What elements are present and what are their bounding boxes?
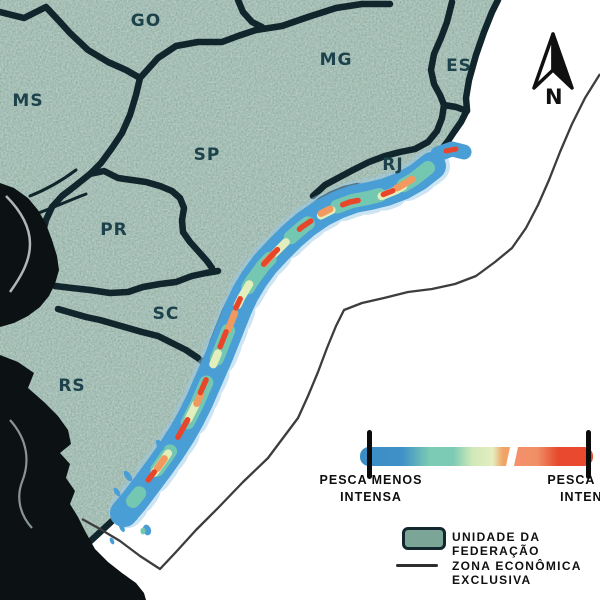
- border-river-line-2: [34, 192, 88, 216]
- state-label-rj: RJ: [382, 155, 403, 175]
- state-label-go: GO: [131, 11, 161, 31]
- state-label-pr: PR: [100, 220, 128, 240]
- neighbor-country-south: [0, 355, 146, 600]
- neighbor-country-south-inner-line: [9, 419, 33, 529]
- intensity-label-low: PESCA MENOS INTENSA: [301, 472, 441, 506]
- border-es-south: [440, 101, 471, 115]
- zee-line: [81, 73, 600, 571]
- intensity-label-low-line2: INTENSA: [340, 490, 402, 504]
- federation-unit-swatch: [402, 527, 446, 550]
- state-label-ms: MS: [12, 91, 43, 111]
- band-speck-teal: [140, 527, 146, 535]
- gradient-gap: [505, 445, 519, 468]
- state-label-es: ES: [446, 56, 472, 76]
- border-ms-south: [39, 170, 94, 236]
- border-ms-go: [0, 3, 144, 82]
- intensity-label-high-line1: PESCA MAIS: [547, 473, 600, 487]
- zee-label: ZONA ECONÔMICA EXCLUSIVA: [452, 559, 582, 587]
- border-ms-sp: [86, 74, 144, 178]
- state-label-sp: SP: [194, 145, 221, 165]
- intensity-gradient-bar: [360, 445, 593, 468]
- compass-north-label: N: [545, 85, 563, 109]
- state-label-mg: MG: [320, 50, 353, 70]
- band-rj-east-core: [443, 146, 459, 154]
- north-arrow-icon-right: [551, 32, 574, 90]
- band-high: [140, 166, 429, 490]
- state-labels: GO MS MG ES SP RJ PR SC RS: [12, 11, 472, 396]
- gradient-tick-left: [367, 430, 372, 479]
- intensity-label-high: PESCA MAIS INTENSA: [521, 472, 600, 506]
- gradient-tick-right: [586, 430, 591, 479]
- intensity-label-high-line2: INTENSA: [560, 490, 600, 504]
- band-mid-low: [126, 161, 435, 508]
- border-sc-rs: [54, 305, 211, 370]
- fishing-intensity-band: [106, 141, 472, 545]
- border-pr-sc: [51, 267, 222, 297]
- federation-unit-label: UNIDADE DA FEDERAÇÃO: [452, 530, 540, 558]
- zee-line-sample: [396, 564, 438, 567]
- border-sp-pr: [86, 167, 216, 272]
- neighbor-country-west-inner-line: [5, 195, 32, 293]
- state-label-rs: RS: [58, 376, 85, 396]
- north-arrow-icon-left: [532, 32, 555, 90]
- border-mg-es: [427, 0, 456, 109]
- intensity-label-low-line1: PESCA MENOS: [319, 473, 423, 487]
- state-borders: [0, 0, 471, 370]
- neighbor-countries: [0, 183, 146, 600]
- border-mg-rj: [309, 101, 448, 200]
- border-top-spur: [234, 0, 266, 31]
- land-federation-units: [0, 0, 498, 600]
- border-river-line-1: [28, 168, 78, 198]
- border-go-mg: [136, 0, 394, 82]
- compass: N: [532, 32, 574, 109]
- state-label-sc: SC: [153, 304, 180, 324]
- band-specks: [109, 439, 165, 545]
